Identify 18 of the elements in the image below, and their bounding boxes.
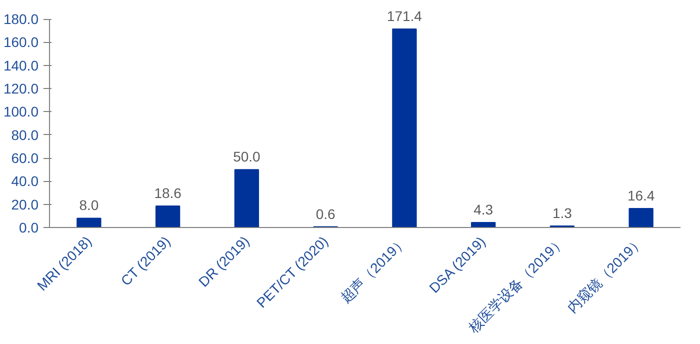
data-label: 171.4 [386,8,422,24]
data-label: 50.0 [233,148,261,165]
y-tick-label: 60.0 [11,150,39,166]
y-tick-label: 40.0 [11,173,39,190]
y-tick-label: 20.0 [11,196,39,212]
y-tick-label: 120.0 [3,80,39,97]
data-label: 1.3 [552,204,572,221]
data-label: 8.0 [79,197,99,214]
y-tick-label: 100.0 [3,104,39,120]
y-tick-label: 160.0 [3,34,39,50]
y-tick-label: 0.0 [19,220,39,236]
data-label: 0.6 [316,206,336,222]
data-label: 16.4 [627,188,655,204]
y-tick-label: 140.0 [3,57,39,74]
y-tick-label: 180.0 [3,11,39,28]
data-label: 18.6 [154,184,182,201]
data-label: 4.3 [474,202,494,218]
y-tick-label: 80.0 [11,126,39,143]
